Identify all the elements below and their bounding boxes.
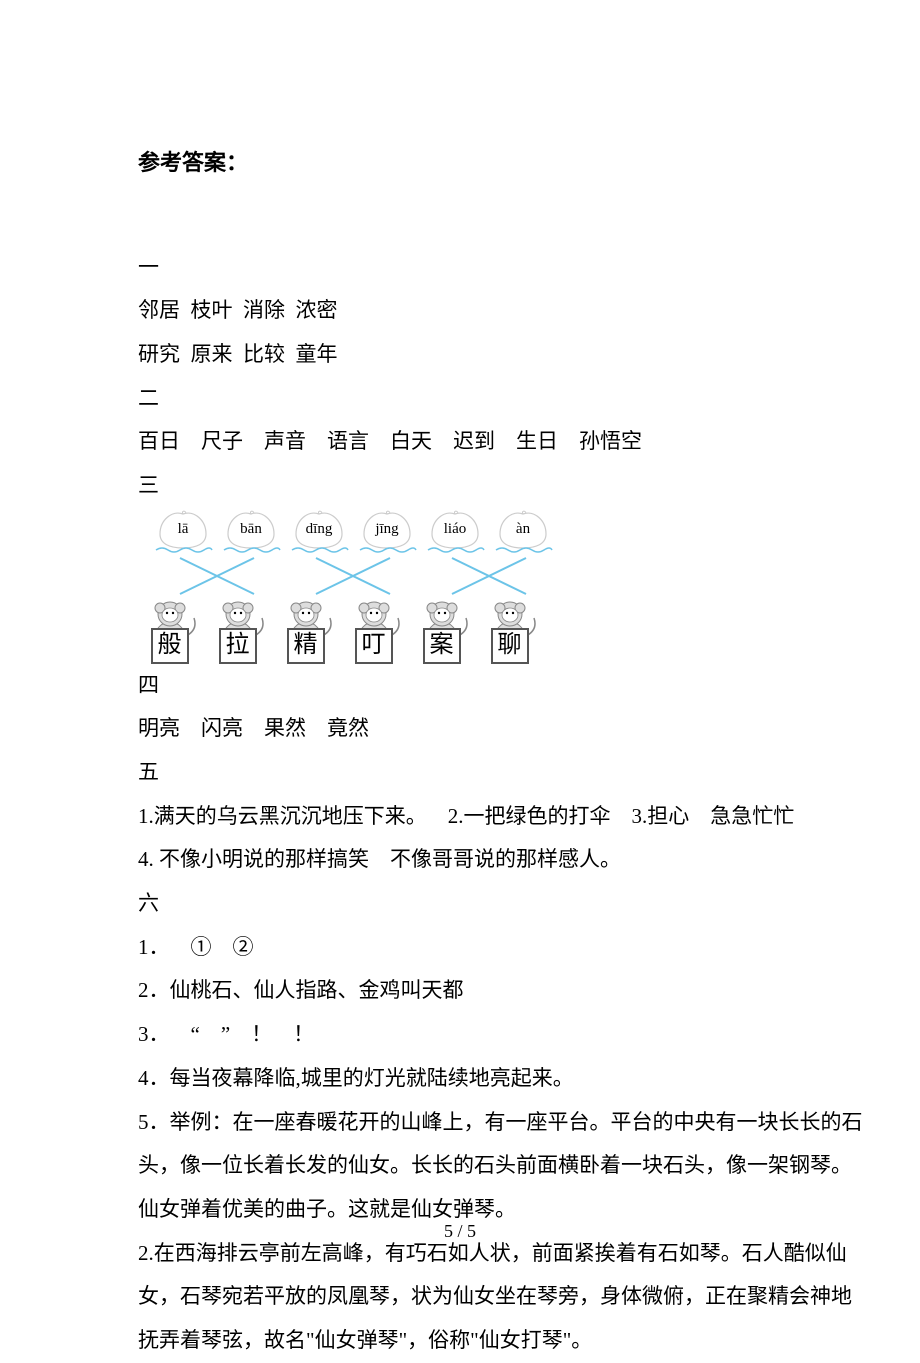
- section-6-line-5: 5．举例：在一座春暖花开的山峰上，有一座平台。平台的中央有一块长长的石: [138, 1101, 790, 1145]
- section-6-line-4: 4．每当夜幕降临,城里的灯光就陆续地亮起来。: [138, 1057, 790, 1101]
- peach-icon: liáo: [424, 508, 486, 556]
- section-5-num: 五: [138, 751, 790, 795]
- peach-label: lā: [178, 514, 189, 545]
- monkey-icon: 拉: [204, 596, 271, 662]
- character-box: 聊: [491, 628, 529, 664]
- peach-icon: jīng: [356, 508, 418, 556]
- peach-icon: lā: [152, 508, 214, 556]
- peach-label: bān: [240, 514, 262, 545]
- section-6-line-3: 3． “ ” ！ ！: [138, 1013, 790, 1057]
- section-2-line-1: 百日 尺子 声音 语言 白天 迟到 生日 孙悟空: [138, 420, 790, 464]
- monkey-icon: 精: [272, 596, 339, 662]
- character-box: 般: [151, 628, 189, 664]
- character-box: 拉: [219, 628, 257, 664]
- section-6-num: 六: [138, 882, 790, 926]
- section-1-num: 一: [138, 246, 790, 290]
- section-6-line-9: 女，石琴宛若平放的凤凰琴，状为仙女坐在琴旁，身体微俯，正在聚精会神地: [138, 1275, 790, 1319]
- peach-label: liáo: [444, 514, 467, 545]
- section-6-line-10: 抚弄着琴弦，故名"仙女弹琴"，俗称"仙女打琴"。: [138, 1319, 790, 1363]
- cross-line-icon: [422, 554, 558, 598]
- section-6-line-1: 1． ① ②: [138, 926, 790, 970]
- page-title: 参考答案：: [138, 140, 790, 186]
- peach-label: dīng: [306, 514, 333, 545]
- character-box: 叮: [355, 628, 393, 664]
- cross-lines-row: [150, 554, 558, 598]
- peach-icon: bān: [220, 508, 282, 556]
- monkey-row: 般 拉 精: [136, 596, 543, 662]
- monkey-icon: 案: [408, 596, 475, 662]
- peach-label: jīng: [375, 514, 398, 545]
- peach-icon: àn: [492, 508, 554, 556]
- section-5-line-2: 4. 不像小明说的那样搞笑 不像哥哥说的那样感人。: [138, 838, 790, 882]
- page: 参考答案： 一 邻居 枝叶 消除 浓密 研究 原来 比较 童年 二 百日 尺子 …: [0, 0, 920, 1302]
- section-2-num: 二: [138, 377, 790, 421]
- section-1-line-2: 研究 原来 比较 童年: [138, 333, 790, 377]
- monkey-icon: 聊: [476, 596, 543, 662]
- page-footer: 5 / 5: [0, 1213, 920, 1250]
- peach-label: àn: [516, 514, 530, 545]
- character-box: 案: [423, 628, 461, 664]
- section-3-num: 三: [138, 464, 790, 508]
- matching-diagram: lā bān dīng jīng liáo àn: [136, 508, 588, 662]
- character-box: 精: [287, 628, 325, 664]
- section-4-line-1: 明亮 闪亮 果然 竟然: [138, 707, 790, 751]
- section-6-line-6: 头，像一位长着长发的仙女。长长的石头前面横卧着一块石头，像一架钢琴。: [138, 1144, 790, 1188]
- peach-row: lā bān dīng jīng liáo àn: [152, 508, 554, 556]
- monkey-icon: 叮: [340, 596, 407, 662]
- cross-line-icon: [150, 554, 286, 598]
- peach-icon: dīng: [288, 508, 350, 556]
- section-6-line-2: 2．仙桃石、仙人指路、金鸡叫天都: [138, 969, 790, 1013]
- cross-line-icon: [286, 554, 422, 598]
- section-1-line-1: 邻居 枝叶 消除 浓密: [138, 289, 790, 333]
- monkey-icon: 般: [136, 596, 203, 662]
- section-5-line-1: 1.满天的乌云黑沉沉地压下来。 2.一把绿色的打伞 3.担心 急急忙忙: [138, 795, 790, 839]
